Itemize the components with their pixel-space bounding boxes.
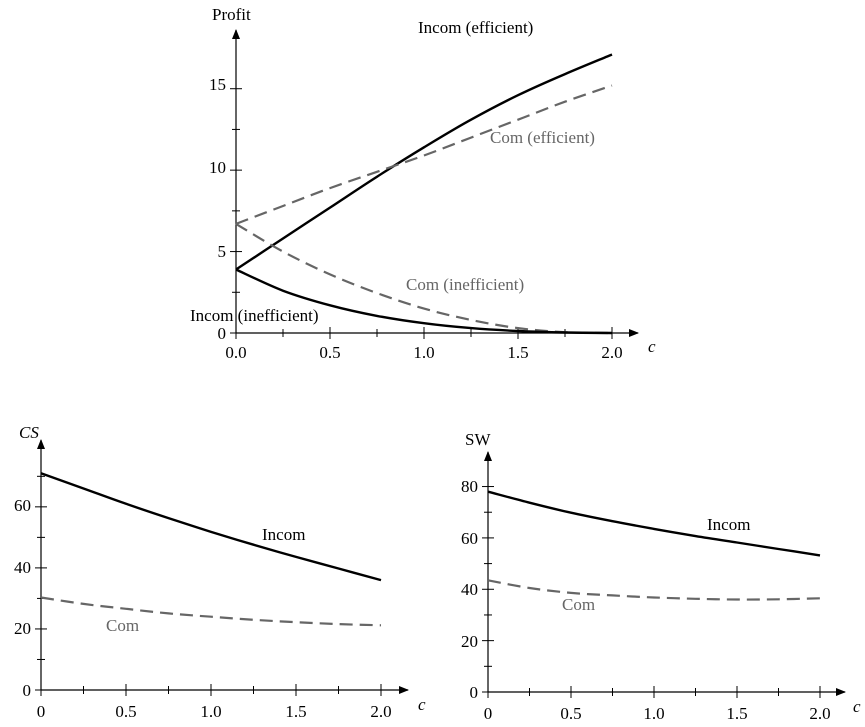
cs-x-ticks	[40, 684, 382, 696]
series-label-cs-incom: Incom	[262, 525, 305, 544]
cs-y-tick-label: 20	[14, 619, 31, 638]
series-label-sw-incom: Incom	[707, 515, 750, 534]
sw-y-ticks	[482, 486, 494, 693]
profit-x-tick-label: 1.0	[413, 343, 434, 362]
profit-series-line-incom-inefficient	[235, 268, 613, 335]
profit-y-ticks	[230, 88, 242, 334]
sw-x-tick-label: 1.5	[726, 704, 747, 723]
sw-y-tick-label: 60	[461, 529, 478, 548]
profit-y-tick-label: 15	[209, 75, 226, 94]
profit-y-tick-label: 0	[218, 324, 227, 343]
cs-series-group	[40, 472, 382, 627]
series-label-incom-efficient: Incom (efficient)	[418, 18, 533, 37]
sw-chart: 0 0.5 1.0 1.5 2.0 0 20 40 60 80 SW c Inc…	[461, 430, 861, 723]
cs-x-tick-label: 1.5	[285, 702, 306, 721]
sw-y-axis-title: SW	[465, 430, 491, 449]
sw-series-line-incom	[487, 490, 821, 557]
profit-series-line-incom-efficient	[235, 53, 613, 271]
sw-y-tick-label: 0	[470, 683, 479, 702]
profit-x-tick-label: 0.0	[225, 343, 246, 362]
cs-x-tick-label: 2.0	[370, 702, 391, 721]
sw-x-tick-label: 0	[484, 704, 493, 723]
profit-x-tick-label: 1.5	[507, 343, 528, 362]
cs-x-tick-label: 1.0	[200, 702, 221, 721]
profit-x-tick-label: 2.0	[601, 343, 622, 362]
sw-y-tick-label: 20	[461, 632, 478, 651]
profit-y-tick-label: 10	[209, 158, 226, 177]
cs-y-axis-title: CS	[19, 423, 39, 442]
profit-y-axis-title: Profit	[212, 5, 251, 24]
sw-x-axis-title: c	[853, 697, 861, 716]
profit-chart: 0.0 0.5 1.0 1.5 2.0 0 5 10 15 Profit c I…	[190, 5, 656, 362]
sw-x-tick-label: 1.0	[643, 704, 664, 723]
profit-x-ticks	[235, 327, 613, 339]
series-label-com-inefficient: Com (inefficient)	[406, 275, 524, 294]
sw-x-tick-label: 0.5	[560, 704, 581, 723]
cs-y-tick-label: 60	[14, 496, 31, 515]
profit-x-axis-title: c	[648, 337, 656, 356]
series-label-sw-com: Com	[562, 595, 595, 614]
cs-series-line-incom	[40, 472, 382, 582]
cs-series-line-com	[40, 596, 382, 627]
cs-x-axis-title: c	[418, 695, 426, 714]
series-label-cs-com: Com	[106, 616, 139, 635]
sw-series-line-com	[487, 579, 821, 601]
series-label-incom-inefficient: Incom (inefficient)	[190, 306, 319, 325]
profit-y-tick-label: 5	[218, 242, 227, 261]
sw-x-tick-label: 2.0	[809, 704, 830, 723]
cs-y-tick-label: 40	[14, 558, 31, 577]
profit-series-line-com-efficient	[235, 84, 613, 225]
cs-x-tick-label: 0	[37, 702, 46, 721]
sw-y-tick-label: 40	[461, 580, 478, 599]
profit-series-line-com-inefficient	[235, 222, 613, 335]
cs-x-tick-label: 0.5	[115, 702, 136, 721]
series-label-com-efficient: Com (efficient)	[490, 128, 595, 147]
cs-chart: 0 0.5 1.0 1.5 2.0 0 20 40 60 CS c Incom …	[14, 423, 426, 721]
cs-y-tick-label: 0	[23, 681, 32, 700]
sw-series-group	[487, 490, 821, 601]
profit-x-tick-label: 0.5	[319, 343, 340, 362]
sw-y-tick-label: 80	[461, 477, 478, 496]
sw-x-ticks	[487, 686, 821, 698]
profit-series-group	[235, 53, 613, 335]
